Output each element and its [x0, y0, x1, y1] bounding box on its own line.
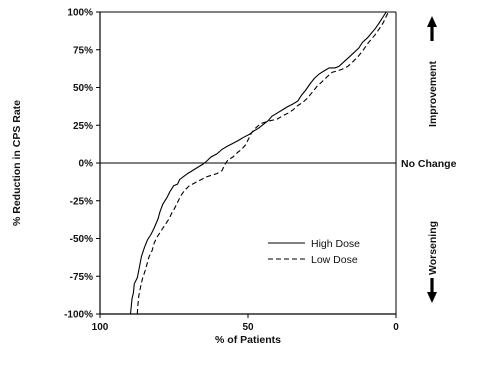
- y-tick-label: -25%: [70, 196, 93, 207]
- series-line-low-dose: [136, 11, 389, 315]
- y-axis-ticks: 100% 75% 50% 25% 0% -25% -50% -75% -100%: [64, 8, 100, 321]
- worsening-label: Worsening: [427, 221, 439, 275]
- y-tick-label: -100%: [64, 310, 93, 321]
- y-tick-label: 0%: [79, 159, 94, 170]
- series-line-high-dose: [129, 11, 387, 315]
- legend-label: High Dose: [311, 238, 360, 250]
- y-tick-label: 25%: [73, 121, 93, 132]
- y-tick-label: 100%: [67, 8, 93, 19]
- x-axis-ticks: 100 50 0: [92, 314, 399, 333]
- y-tick-label: 75%: [73, 45, 93, 56]
- y-tick-label: 50%: [73, 83, 93, 94]
- improvement-indicator: Improvement: [427, 16, 439, 127]
- x-tick-label: 50: [242, 322, 254, 333]
- no-change-label: No Change: [401, 158, 457, 170]
- y-tick-label: -50%: [70, 234, 93, 245]
- arrow-up-icon: [427, 16, 437, 41]
- legend-label: Low Dose: [311, 254, 358, 266]
- y-tick-label: -75%: [70, 272, 93, 283]
- series-layer: [129, 11, 389, 315]
- zero-reference: No Change: [100, 158, 457, 170]
- x-tick-label: 0: [393, 322, 399, 333]
- x-tick-label: 100: [92, 322, 109, 333]
- x-axis-title: % of Patients: [215, 334, 281, 346]
- improvement-label: Improvement: [427, 61, 439, 127]
- worsening-indicator: Worsening: [427, 221, 439, 303]
- arrow-down-icon: [427, 278, 437, 303]
- legend: High Dose Low Dose: [268, 238, 360, 266]
- y-axis-title: % Reduction in CPS Rate: [11, 100, 23, 226]
